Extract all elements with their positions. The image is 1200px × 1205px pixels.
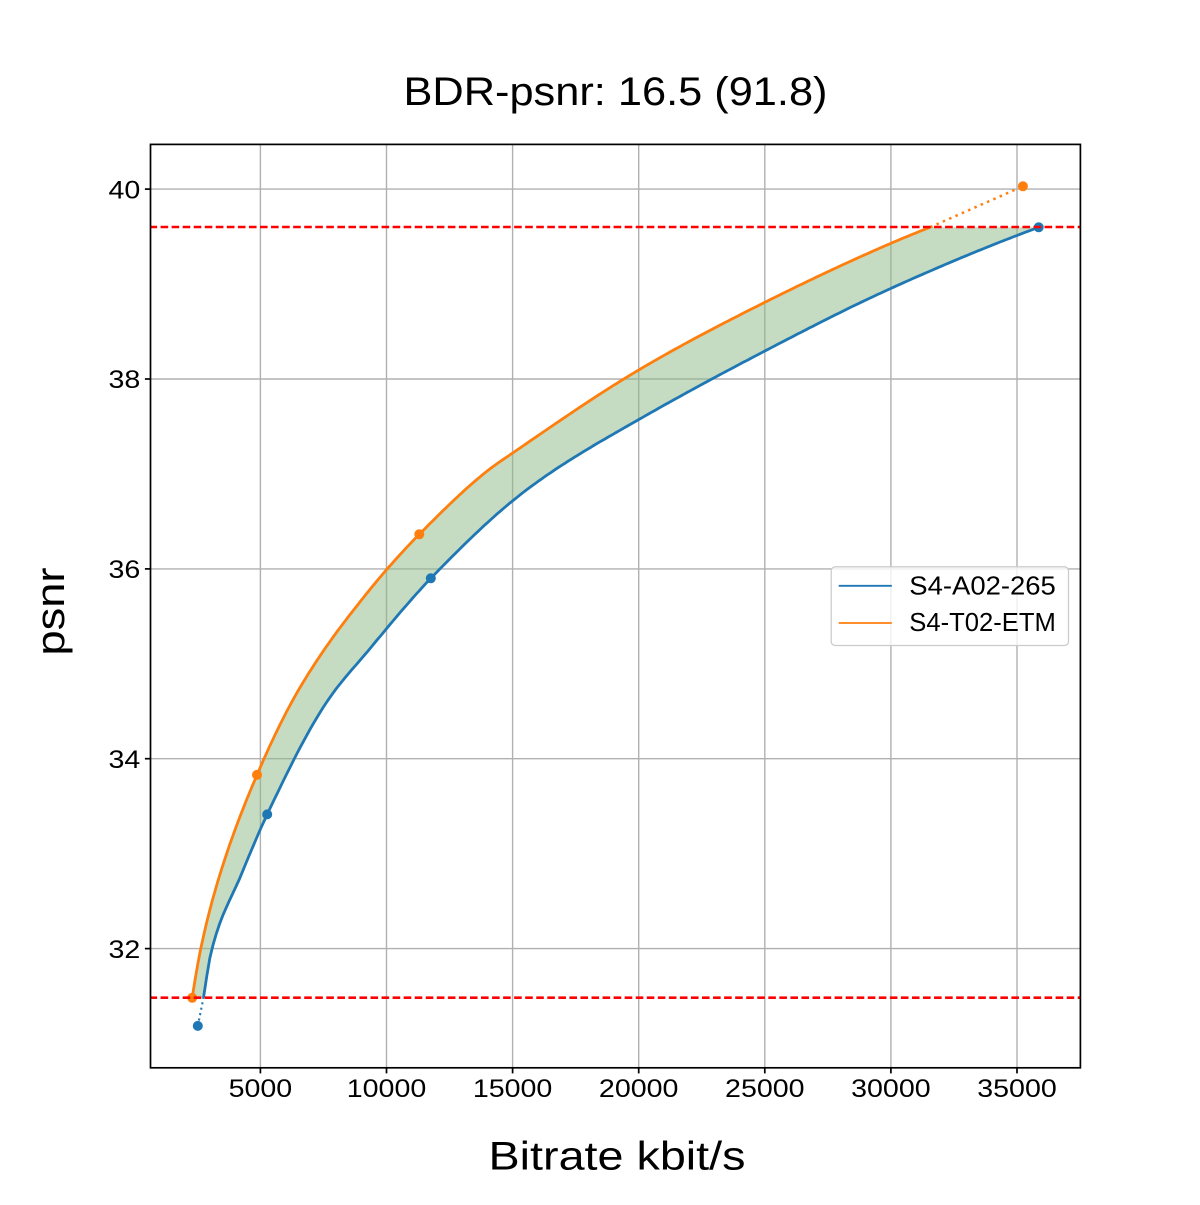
svg-text:30000: 30000 (851, 1075, 931, 1103)
svg-text:S4-A02-265: S4-A02-265 (909, 570, 1056, 600)
svg-text:34: 34 (109, 746, 141, 774)
svg-text:20000: 20000 (599, 1075, 679, 1103)
svg-text:5000: 5000 (229, 1075, 293, 1103)
svg-text:35000: 35000 (977, 1075, 1057, 1103)
svg-text:BDR-psnr: 16.5 (91.8): BDR-psnr: 16.5 (91.8) (404, 69, 828, 114)
svg-text:32: 32 (109, 936, 141, 964)
svg-text:10000: 10000 (347, 1075, 427, 1103)
svg-text:40: 40 (109, 176, 141, 204)
svg-text:S4-T02-ETM: S4-T02-ETM (909, 607, 1056, 637)
svg-text:36: 36 (109, 556, 141, 584)
svg-text:Bitrate kbit/s: Bitrate kbit/s (489, 1133, 746, 1178)
svg-text:psnr: psnr (28, 568, 73, 656)
svg-text:38: 38 (109, 366, 141, 394)
svg-text:25000: 25000 (725, 1075, 805, 1103)
svg-text:15000: 15000 (473, 1075, 553, 1103)
